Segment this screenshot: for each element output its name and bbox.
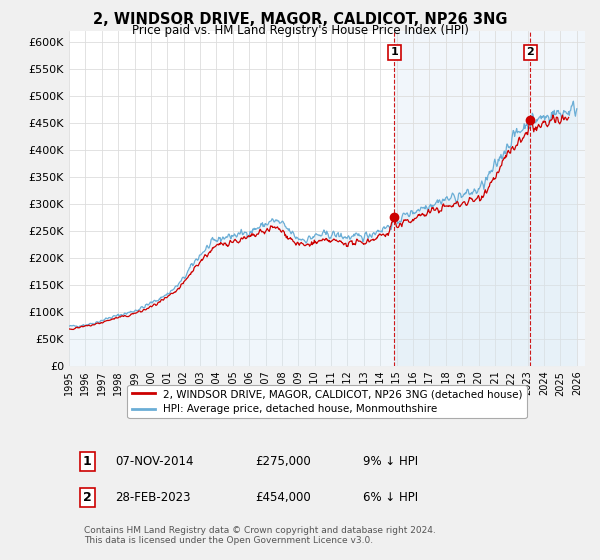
Text: 9% ↓ HPI: 9% ↓ HPI	[363, 455, 418, 468]
Text: 1: 1	[83, 455, 91, 468]
Text: £454,000: £454,000	[255, 491, 311, 504]
Text: 07-NOV-2014: 07-NOV-2014	[115, 455, 194, 468]
Text: 2: 2	[526, 48, 534, 58]
Text: 1: 1	[390, 48, 398, 58]
Text: 6% ↓ HPI: 6% ↓ HPI	[363, 491, 418, 504]
Text: 28-FEB-2023: 28-FEB-2023	[115, 491, 191, 504]
Text: £275,000: £275,000	[255, 455, 311, 468]
Legend: 2, WINDSOR DRIVE, MAGOR, CALDICOT, NP26 3NG (detached house), HPI: Average price: 2, WINDSOR DRIVE, MAGOR, CALDICOT, NP26 …	[127, 385, 527, 418]
Text: Price paid vs. HM Land Registry's House Price Index (HPI): Price paid vs. HM Land Registry's House …	[131, 24, 469, 37]
Text: 2, WINDSOR DRIVE, MAGOR, CALDICOT, NP26 3NG: 2, WINDSOR DRIVE, MAGOR, CALDICOT, NP26 …	[93, 12, 507, 27]
Text: 2: 2	[83, 491, 91, 504]
Bar	[394, 31, 585, 366]
Text: Contains HM Land Registry data © Crown copyright and database right 2024.
This d: Contains HM Land Registry data © Crown c…	[85, 526, 436, 545]
